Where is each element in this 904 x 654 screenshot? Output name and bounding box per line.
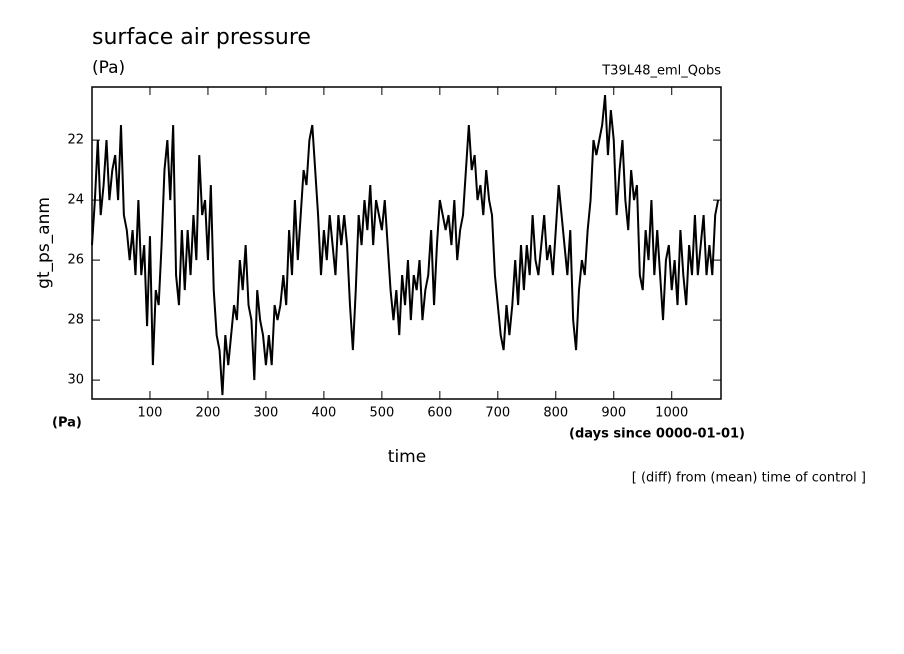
y-tick-label: 28: [67, 313, 84, 328]
y-units: (Pa): [92, 58, 125, 78]
x-tick-label: 800: [543, 406, 568, 421]
x-tick-label: 200: [196, 406, 221, 421]
x-axis-label: time: [388, 447, 426, 467]
x-tick-label: 1000: [655, 406, 688, 421]
x-tick-label: 700: [485, 406, 510, 421]
chart-title: surface air pressure: [92, 25, 311, 50]
y-tick-label: 24: [67, 193, 84, 208]
x-units-left: (Pa): [52, 416, 82, 431]
x-units: (days since 0000-01-01): [569, 427, 745, 442]
y-axis-label: gt_ps_anm: [34, 197, 54, 289]
x-tick-label: 400: [311, 406, 336, 421]
y-tick-label: 26: [67, 253, 84, 268]
experiment-label: T39L48_eml_Qobs: [601, 64, 721, 79]
y-tick-label: 22: [67, 133, 84, 148]
data-line: [91, 95, 720, 396]
x-tick-label: 600: [427, 406, 452, 421]
x-tick-label: 900: [601, 406, 626, 421]
y-tick-label: 30: [67, 373, 84, 388]
x-tick-label: 500: [369, 406, 394, 421]
x-tick-label: 100: [138, 406, 163, 421]
note: [ (diff) from (mean) time of control ]: [632, 471, 866, 486]
x-tick-label: 300: [254, 406, 279, 421]
